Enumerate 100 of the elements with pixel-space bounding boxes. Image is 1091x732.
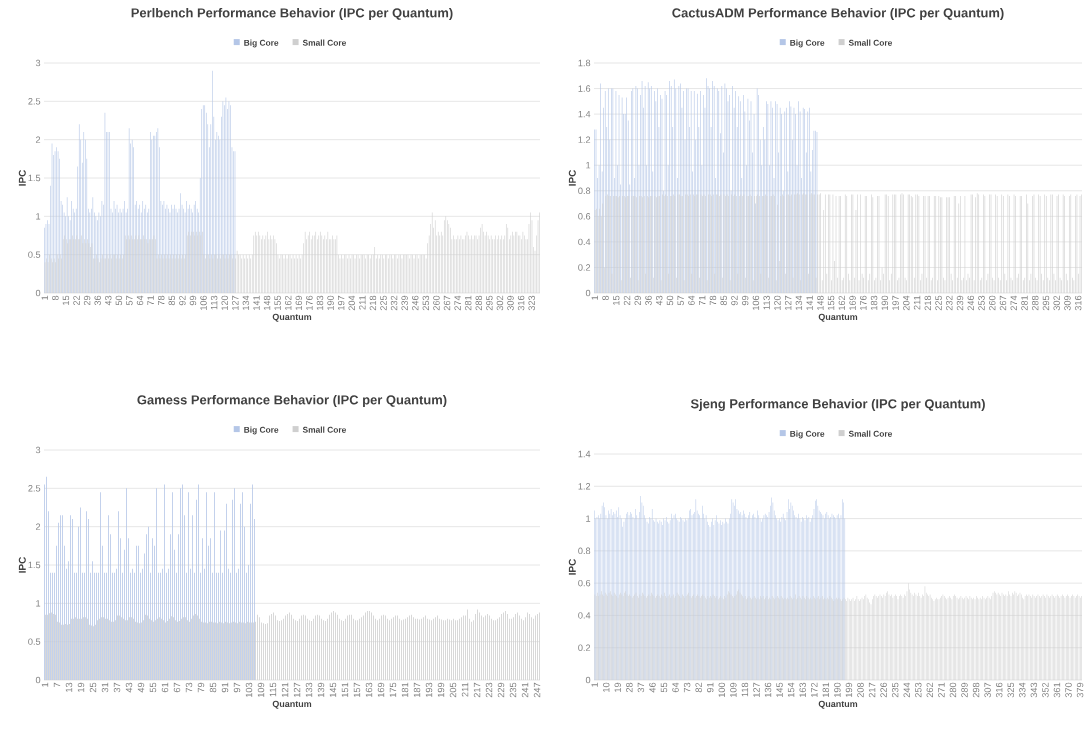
chart-title: Perlbench Performance Behavior (IPC per Quantum) [131,7,453,20]
x-tick-label: 127 [293,682,301,697]
x-tick-label: 148 [817,295,824,310]
x-tick-label: 295 [1042,295,1050,311]
x-tick-label: 155 [274,295,281,310]
x-tick-label: 218 [924,295,932,311]
x-tick-label: 64 [672,682,679,693]
legend-label: Small Core [848,39,892,46]
x-tick-label: 78 [709,295,717,306]
x-tick-label: 169 [295,295,303,310]
x-tick-label: 163 [799,682,806,697]
x-tick-label: 176 [860,295,867,310]
x-tick-label: 343 [1030,682,1038,698]
y-tick-label: 2.5 [28,98,41,105]
x-tick-label: 295 [486,295,493,311]
x-tick-label: 281 [464,295,472,311]
x-tick-label: 79 [197,682,205,693]
x-tick-label: 370 [1065,682,1072,698]
x-tick-label: 92 [731,295,738,306]
x-tick-label: 10 [602,682,610,692]
x-tick-label: 46 [649,682,656,693]
x-tick-label: 199 [437,682,445,697]
x-tick-label: 262 [926,682,934,698]
y-tick-label: 0.6 [578,213,591,220]
x-tick-label: 134 [795,295,803,310]
x-tick-label: 211 [461,682,469,697]
x-tick-label: 289 [961,682,968,698]
x-tick-label: 136 [764,682,772,697]
x-tick-label: 71 [699,295,706,306]
x-tick-label: 217 [473,682,481,698]
y-tick-label: 0.5 [28,251,41,258]
x-tick-label: 92 [179,295,186,306]
x-tick-label: 190 [881,295,889,310]
x-tick-label: 151 [341,682,349,697]
x-tick-label: 71 [147,295,154,306]
x-tick-label: 235 [509,682,517,698]
x-tick-label: 225 [380,295,387,311]
x-axis-title: Quantum [272,700,312,709]
y-tick-label: 2 [35,136,41,143]
x-tick-label: 244 [903,682,910,698]
x-tick-label: 208 [857,682,864,698]
x-tick-label: 204 [903,295,910,311]
x-tick-label: 29 [634,295,641,306]
x-tick-label: 8 [52,295,59,301]
x-tick-label: 183 [316,295,324,310]
y-axis-title: IPC [18,556,26,573]
x-tick-label: 271 [938,682,945,698]
y-tick-label: 3 [35,59,41,67]
y-axis-title: IPC [18,169,26,186]
y-tick-label: 1.2 [578,483,591,490]
x-tick-label: 253 [915,682,922,698]
x-tick-label: 139 [317,682,325,697]
x-tick-label: 190 [834,682,841,697]
x-tick-label: 115 [269,682,277,697]
x-tick-label: 163 [365,682,373,697]
x-tick-label: 226 [880,682,887,698]
y-tick-label: 3 [35,446,41,454]
x-tick-label: 225 [935,295,942,311]
x-tick-label: 43 [655,295,663,306]
x-tick-label: 197 [337,295,345,310]
x-tick-label: 64 [688,295,695,306]
x-tick-label: 239 [956,295,964,311]
x-tick-label: 121 [281,682,289,697]
y-axis-title: IPC [568,558,576,575]
x-tick-label: 91 [221,682,229,693]
y-tick-label: 1.5 [28,174,41,182]
x-tick-label: 13 [65,682,73,692]
x-tick-label: 211 [913,295,921,310]
x-tick-label: 181 [822,682,830,697]
x-tick-label: 100 [718,682,726,697]
x-tick-label: 1 [591,295,598,300]
x-tick-label: 325 [1007,682,1014,698]
x-tick-label: 50 [115,295,123,306]
x-axis-title: Quantum [818,700,858,709]
x-tick-label: 334 [1019,682,1026,698]
x-tick-label: 197 [892,295,899,310]
legend-label: Big Core [244,426,279,435]
x-tick-label: 55 [660,682,668,693]
x-tick-label: 61 [161,682,169,693]
y-tick-label: 1.2 [578,136,591,143]
x-tick-label: 103 [245,682,253,697]
x-tick-label: 253 [422,295,430,311]
x-tick-label: 235 [891,682,899,698]
x-tick-label: 288 [475,295,483,311]
x-tick-label: 120 [774,295,781,310]
y-tick-label: 0.2 [578,644,591,651]
x-tick-label: 281 [1021,295,1028,311]
x-tick-label: 127 [784,295,792,310]
x-axis-title: Quantum [272,313,312,322]
x-tick-label: 253 [978,295,985,311]
x-tick-label: 134 [242,295,250,310]
y-tick-label: 0 [585,289,591,297]
x-tick-label: 113 [763,295,770,310]
x-tick-label: 211 [359,295,366,310]
x-tick-label: 229 [497,682,505,698]
x-tick-label: 218 [369,295,377,311]
x-tick-label: 183 [870,295,878,310]
x-tick-label: 85 [209,682,217,693]
y-tick-label: 0 [35,676,41,684]
y-tick-label: 2 [35,523,41,530]
